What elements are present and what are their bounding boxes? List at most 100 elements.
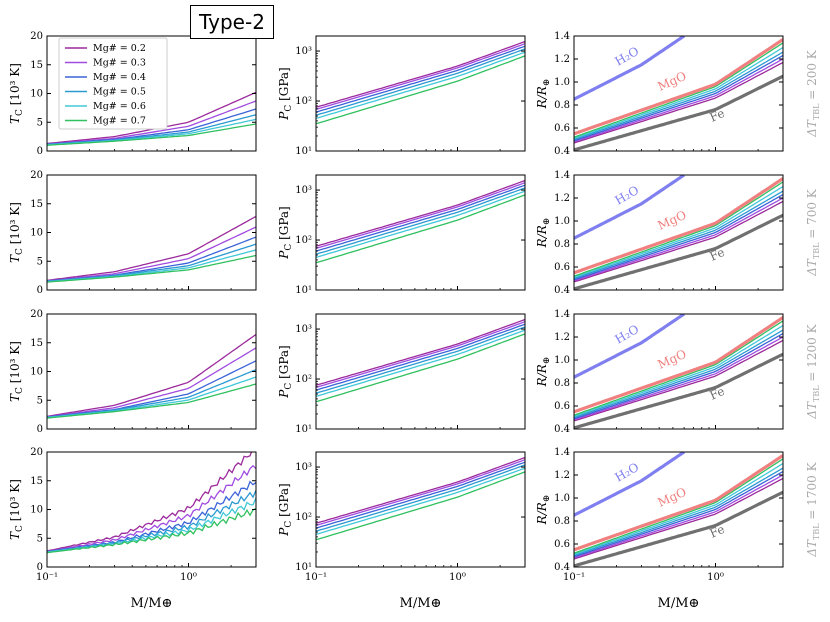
curves [316,40,525,125]
series-line-mg02 [574,61,783,144]
series-line-mg05 [316,464,525,532]
y-tick-label: 10³ [295,185,312,196]
y-tick-label: 0.8 [554,378,570,389]
y-tick-label: 10² [295,235,312,246]
annotation-mgo: MgO [656,485,689,510]
y-tick-label: 1.4 [554,31,570,42]
annotation-mgo: MgO [656,208,689,233]
legend-entry: Mg# = 0.6 [93,101,146,112]
y-tick-label: 10¹ [295,424,312,435]
series-line-mg07 [316,333,525,403]
y-tick-label: 0 [37,562,43,573]
series-line-mg04 [574,54,783,142]
y-tick-label: 10 [30,89,43,100]
series-line-ho [574,36,686,101]
series-line-fe [574,490,783,567]
curves [316,179,525,264]
panel-pressure-row-4: 10¹ 10² 10³ 10⁻¹ 10⁰ PC [GPa] [277,451,526,583]
panel-temperature-row-4: 0 5 10 15 20 10⁻¹ 10⁰ TC [10³ K] [8,447,257,583]
series-line-mg03 [316,459,525,527]
series-line-mg07 [574,320,783,416]
y-tick-label: 20 [30,31,43,42]
series-line-mg04 [316,323,525,391]
y-tick-label: 1.0 [554,493,570,504]
series-line-mg06 [574,324,783,418]
annotation-mgo: MgO [656,69,689,94]
series-line-mg03 [574,58,783,143]
y-tick-label: 10² [295,374,312,385]
series-line-fe [574,352,783,429]
series-line-mg04 [47,360,256,418]
panel-temperature-row-3: 0 5 10 15 20 TC [10³ K] [8,309,257,435]
y-tick-label: 10¹ [295,146,312,157]
series-line-mg07 [574,42,783,138]
annotation-fe: Fe [708,245,727,264]
axes-frame [315,313,526,430]
series-line-mg04 [47,480,256,553]
series-line-ho [574,452,686,517]
series-line-mg04 [47,236,256,282]
series-line-mg04 [316,461,525,529]
series-line-mg02 [47,452,253,552]
y-tick-label: 0.6 [554,123,570,134]
y-tick-label: 0 [37,424,43,435]
y-tick-label: 0.6 [554,539,570,550]
y-tick-label: 5 [37,256,43,267]
y-tick-label: 10¹ [295,562,312,573]
y-axis-label: TC [10³ K] [8,63,25,124]
y-tick-label: 1.2 [554,332,570,343]
x-tick-label: 10⁻¹ [563,572,585,583]
series-line-fe [574,213,783,290]
panel-radius-row-3: 0.4 0.6 0.8 1.0 1.2 1.4 R/R⊕ H₂O MgO Fe [535,309,784,435]
legend-entry: Mg# = 0.7 [93,116,146,127]
row-label-3: ΔTTBL = 1200 K [805,323,821,419]
axes-frame [573,313,784,430]
x-tick-label: 10⁻¹ [305,572,327,583]
series-line-mg02 [574,339,783,422]
legend-entry: Mg# = 0.3 [93,58,146,69]
curves [316,318,525,403]
series-line-mg02 [47,215,256,282]
series-line-mg03 [47,226,256,282]
y-tick-label: 20 [30,309,43,320]
y-tick-label: 10³ [295,46,312,57]
series-line-mg02 [316,40,525,108]
x-tick-label: 10⁰ [180,572,197,583]
series-line-mg02 [574,477,783,560]
x-tick-label: 10⁰ [449,572,466,583]
y-tick-label: 1.2 [554,193,570,204]
series-line-mgo [574,316,783,414]
series-line-mgo [574,38,783,136]
series-line-mg07 [574,458,783,554]
y-axis-label: PC [GPa] [277,483,294,536]
y-tick-label: 0 [37,146,43,157]
series-line-mg05 [574,190,783,280]
y-tick-label: 1.2 [554,470,570,481]
axes-frame [315,35,526,152]
series-line-mg06 [316,467,525,536]
y-tick-label: 5 [37,395,43,406]
y-tick-label: 0.4 [554,285,570,296]
panel-radius-row-1: 0.4 0.6 0.8 1.0 1.2 1.4 R/R⊕ H₂O MgO Fe [535,31,784,157]
y-tick-label: 1.0 [554,355,570,366]
y-tick-label: 0.8 [554,516,570,527]
y-tick-label: 15 [30,476,43,487]
y-tick-label: 10² [295,512,312,523]
axes-frame [573,451,784,568]
series-line-mg04 [316,184,525,252]
legend-entry: Mg# = 0.5 [93,87,146,98]
series-line-mg05 [316,326,525,394]
series-line-mg07 [316,55,525,125]
axes-frame [573,174,784,291]
curves [47,333,256,419]
y-tick-label: 10² [295,96,312,107]
series-line-mg05 [574,467,783,557]
row-label-2: ΔTTBL = 700 K [805,188,821,277]
series-line-mg07 [47,254,256,283]
series-line-mg07 [47,123,256,146]
series-line-mg03 [316,43,525,111]
y-tick-label: 0.4 [554,146,570,157]
